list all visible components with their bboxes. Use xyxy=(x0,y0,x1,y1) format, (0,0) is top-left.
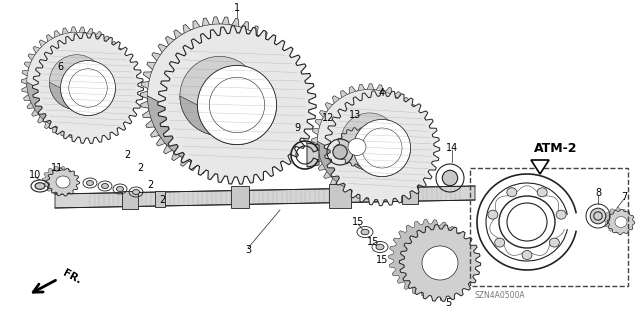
Polygon shape xyxy=(55,186,475,208)
Polygon shape xyxy=(27,82,138,138)
Polygon shape xyxy=(337,128,378,166)
Text: 14: 14 xyxy=(446,143,458,153)
Text: 2: 2 xyxy=(147,180,153,190)
Polygon shape xyxy=(42,166,76,194)
Ellipse shape xyxy=(61,61,115,115)
Text: 2: 2 xyxy=(159,195,165,205)
Ellipse shape xyxy=(556,210,566,219)
Ellipse shape xyxy=(116,187,124,191)
Polygon shape xyxy=(317,142,434,200)
Polygon shape xyxy=(147,24,309,105)
Ellipse shape xyxy=(333,145,347,159)
Ellipse shape xyxy=(340,113,398,170)
Polygon shape xyxy=(531,160,549,174)
Polygon shape xyxy=(607,209,635,235)
Ellipse shape xyxy=(102,183,109,189)
Ellipse shape xyxy=(180,56,259,136)
Ellipse shape xyxy=(353,119,411,177)
Polygon shape xyxy=(155,191,165,207)
Ellipse shape xyxy=(132,189,140,195)
Polygon shape xyxy=(399,225,481,301)
Polygon shape xyxy=(47,168,79,196)
Text: 6: 6 xyxy=(57,62,63,72)
Ellipse shape xyxy=(594,212,602,220)
Ellipse shape xyxy=(376,244,384,250)
Polygon shape xyxy=(231,187,249,209)
Text: 5: 5 xyxy=(445,298,451,308)
Text: SZN4A0500A: SZN4A0500A xyxy=(475,291,525,300)
Polygon shape xyxy=(340,142,411,176)
Polygon shape xyxy=(388,219,470,296)
Text: 2: 2 xyxy=(124,150,130,160)
Ellipse shape xyxy=(422,246,458,280)
Ellipse shape xyxy=(49,55,104,110)
Polygon shape xyxy=(33,33,143,144)
Ellipse shape xyxy=(86,181,93,186)
Ellipse shape xyxy=(495,238,504,247)
Polygon shape xyxy=(604,208,631,233)
Ellipse shape xyxy=(507,188,517,197)
Polygon shape xyxy=(312,84,427,199)
Ellipse shape xyxy=(615,217,627,227)
Polygon shape xyxy=(158,26,316,184)
Text: 7: 7 xyxy=(621,192,627,202)
Polygon shape xyxy=(180,96,276,145)
Text: 11: 11 xyxy=(51,163,63,173)
Polygon shape xyxy=(27,32,138,88)
Polygon shape xyxy=(317,90,434,148)
Polygon shape xyxy=(122,190,138,209)
Text: 10: 10 xyxy=(29,170,41,180)
Text: 4: 4 xyxy=(379,88,385,98)
Ellipse shape xyxy=(197,65,276,145)
Text: 15: 15 xyxy=(376,255,388,265)
Text: 2: 2 xyxy=(137,163,143,173)
Polygon shape xyxy=(307,143,319,167)
Ellipse shape xyxy=(56,176,70,188)
Polygon shape xyxy=(402,184,418,204)
Polygon shape xyxy=(147,96,309,177)
Polygon shape xyxy=(331,125,372,164)
Ellipse shape xyxy=(537,188,547,197)
Polygon shape xyxy=(324,90,440,206)
Ellipse shape xyxy=(522,250,532,259)
Text: ATM-2: ATM-2 xyxy=(534,142,578,154)
Text: 8: 8 xyxy=(595,188,601,198)
Text: 15: 15 xyxy=(367,237,379,247)
Text: 13: 13 xyxy=(349,110,361,120)
Polygon shape xyxy=(21,27,132,138)
Polygon shape xyxy=(140,17,299,175)
Ellipse shape xyxy=(590,208,606,224)
Text: FR.: FR. xyxy=(61,268,83,286)
Ellipse shape xyxy=(361,229,369,235)
Text: 3: 3 xyxy=(245,245,251,255)
Polygon shape xyxy=(49,82,115,115)
Polygon shape xyxy=(329,183,351,208)
Text: 12: 12 xyxy=(322,113,334,123)
Ellipse shape xyxy=(348,138,366,155)
Ellipse shape xyxy=(442,170,458,186)
Ellipse shape xyxy=(549,238,559,247)
Ellipse shape xyxy=(488,210,498,219)
Text: 1: 1 xyxy=(234,3,240,13)
Text: 15: 15 xyxy=(352,217,364,227)
Text: 9: 9 xyxy=(294,123,300,133)
Ellipse shape xyxy=(35,183,45,189)
